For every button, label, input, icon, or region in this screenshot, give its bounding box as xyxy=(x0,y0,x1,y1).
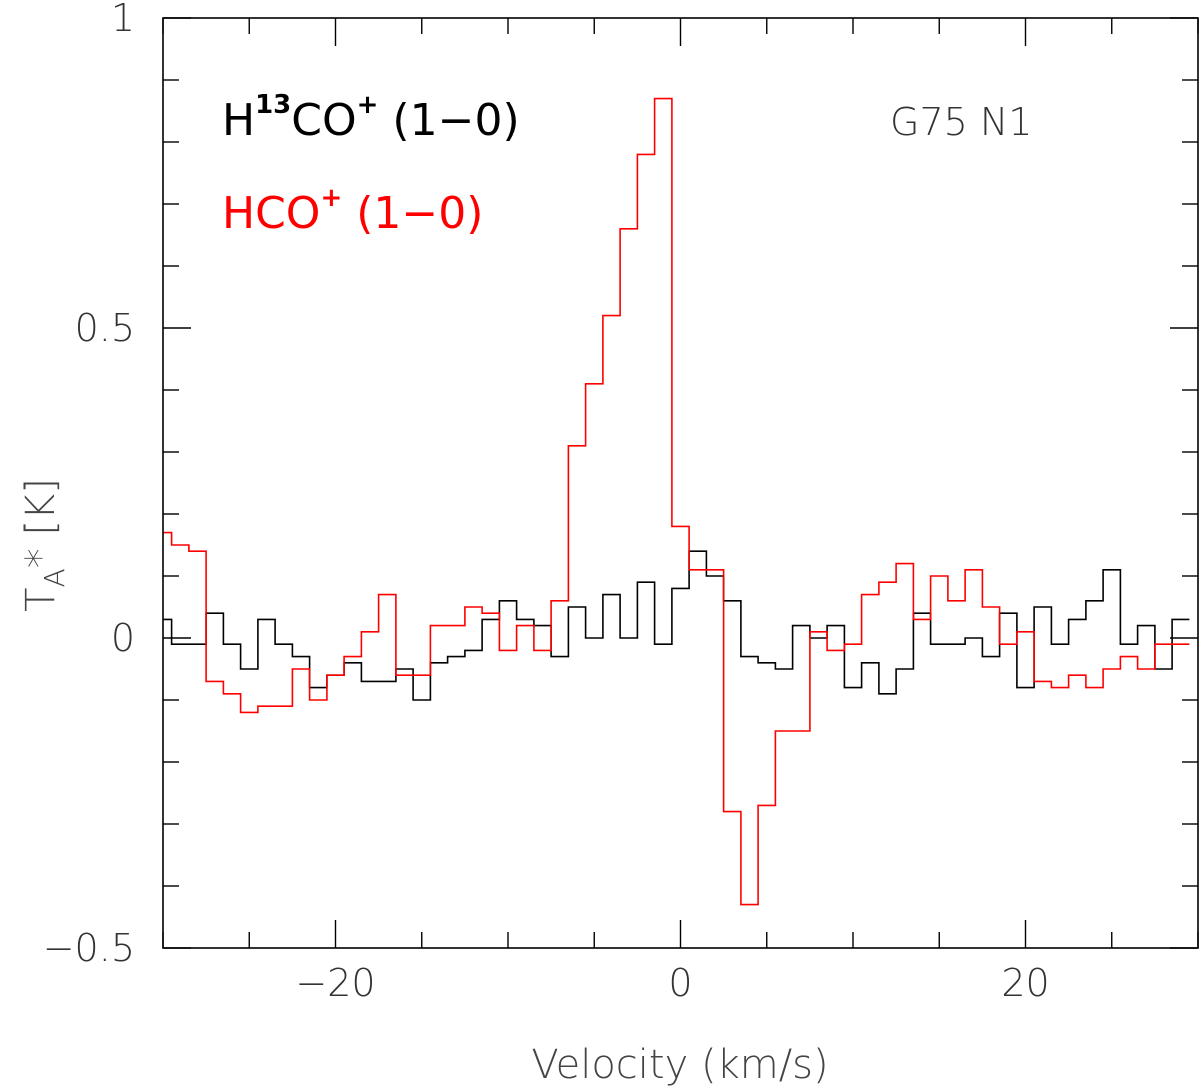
series-hco-line xyxy=(163,97,1190,906)
plot-frame xyxy=(162,17,1199,949)
axis-ticks xyxy=(162,17,1199,949)
y-tick-label: 0.5 xyxy=(75,306,135,350)
y-axis-label: TA* [K] xyxy=(18,478,71,612)
x-tick-label: −20 xyxy=(295,961,375,1005)
y-axis-label-main: T xyxy=(18,587,64,611)
axis-tick-labels: −20 0 20 −0.5 0 0.5 1 xyxy=(43,0,1050,1005)
legend-h13co-sup2: + xyxy=(357,90,379,120)
source-annotation: G75 N1 xyxy=(890,100,1032,144)
y-axis-label-sub: A xyxy=(38,568,71,587)
legend-hco-sup2: + xyxy=(320,183,342,213)
x-tick-label: 20 xyxy=(1001,961,1049,1005)
legend-h13co-post: (1−0) xyxy=(378,95,519,146)
y-tick-label: 1 xyxy=(111,0,135,40)
legend-hco-post: (1−0) xyxy=(342,188,483,239)
legend-entry-hco: HCO+ (1−0) xyxy=(222,183,483,239)
legend-h13co-pre: H xyxy=(222,95,255,146)
y-tick-label: 0 xyxy=(111,616,135,660)
y-axis-label-rest: * [K] xyxy=(18,478,64,568)
x-tick-label: 0 xyxy=(668,961,692,1005)
legend-entry-h13co: H13CO+ (1−0) xyxy=(222,90,520,146)
series-group xyxy=(163,97,1190,906)
legend-h13co-sup1: 13 xyxy=(255,90,291,120)
y-tick-label: −0.5 xyxy=(43,926,135,970)
legend-h13co-mid: CO xyxy=(291,95,356,146)
legend-hco-pre: HCO xyxy=(222,188,320,239)
series-h13co-line xyxy=(163,550,1190,701)
x-axis-label: Velocity (km/s) xyxy=(531,1042,828,1086)
